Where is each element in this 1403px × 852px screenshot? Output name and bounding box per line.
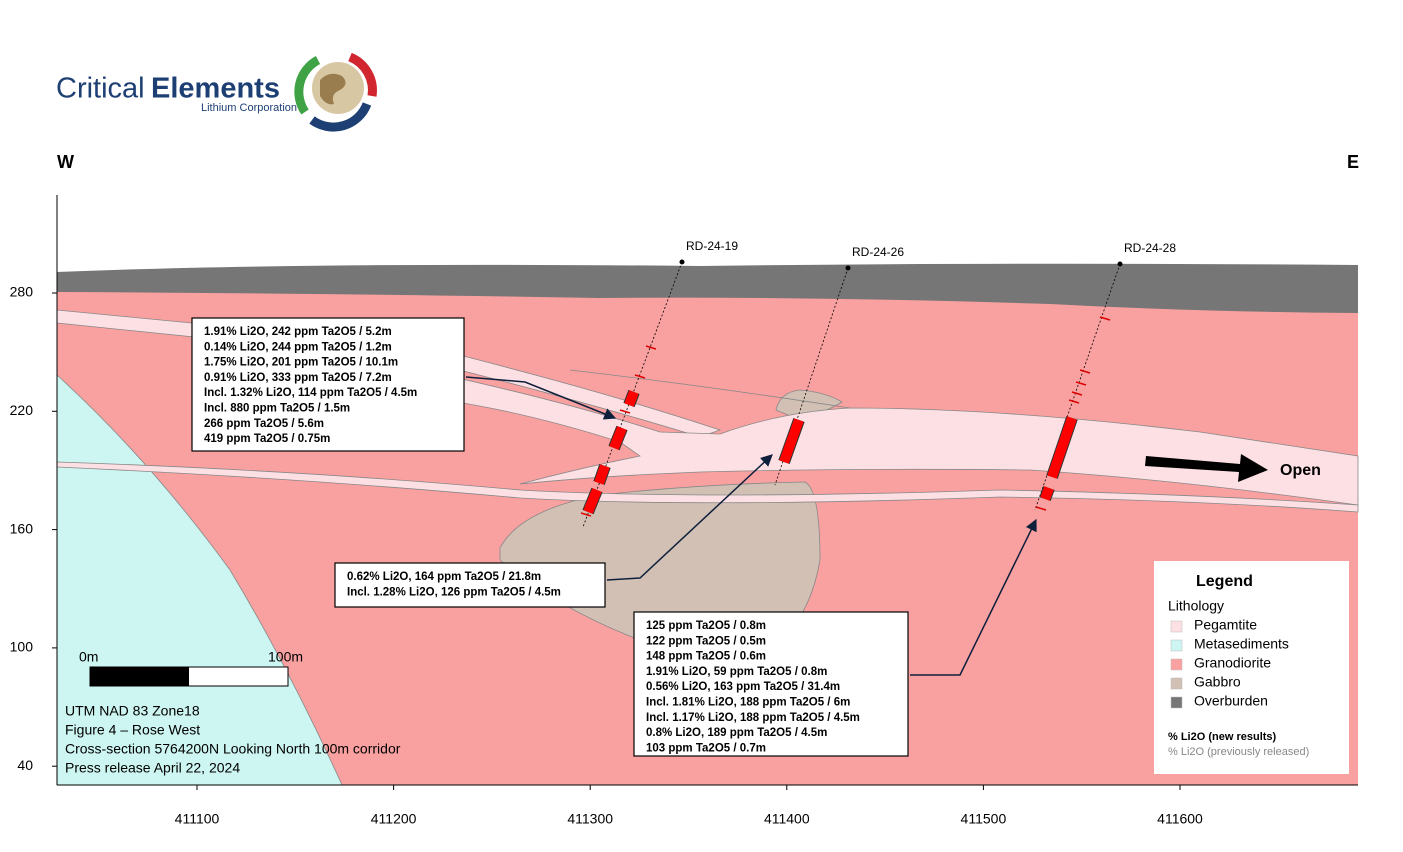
callout-arrows <box>465 376 1037 676</box>
intercepts <box>580 316 1111 517</box>
legend-new: % Li2O (new results) <box>1168 731 1277 743</box>
open-label: Open <box>1280 462 1321 479</box>
legend-swatch <box>1170 658 1183 671</box>
info-line: Press release April 22, 2024 <box>65 760 240 776</box>
legend-title: Legend <box>1196 573 1253 590</box>
legend-swatch <box>1170 696 1183 709</box>
east-label: E <box>1347 152 1359 172</box>
y-tick-label: 220 <box>10 402 34 418</box>
callout-line: 1.91% Li2O, 59 ppm Ta2O5 / 0.8m <box>646 666 827 678</box>
logo-sub: Lithium Corporation <box>201 102 297 114</box>
info-line: UTM NAD 83 Zone18 <box>65 703 200 719</box>
legend-label: Granodiorite <box>1194 655 1271 671</box>
callout-line: Incl. 1.17% Li2O, 188 ppm Ta2O5 / 4.5m <box>646 712 860 724</box>
legend-swatch <box>1170 677 1183 690</box>
x-tick-label: 411200 <box>371 811 417 827</box>
callout-box <box>334 562 606 608</box>
callout-line: 0.56% Li2O, 163 ppm Ta2O5 / 31.4m <box>646 681 840 693</box>
legend-label: Overburden <box>1194 693 1268 709</box>
callout-line: 0.8% Li2O, 189 ppm Ta2O5 / 4.5m <box>646 727 827 739</box>
logo-bold: Elements <box>151 73 280 105</box>
scale-end: 100m <box>268 649 303 665</box>
callout-line: 122 ppm Ta2O5 / 0.5m <box>646 635 766 647</box>
logo: Critical Elements Lithium Corporation <box>56 52 377 132</box>
drill-hole-label: RD-24-28 <box>1124 241 1176 255</box>
y-tick-label: 160 <box>10 520 34 536</box>
legend-label: Gabbro <box>1194 674 1241 690</box>
y-tick-label: 100 <box>10 639 34 655</box>
legend-subtitle: Lithology <box>1168 598 1224 614</box>
x-tick-label: 411600 <box>1157 811 1203 827</box>
callout-line: 103 ppm Ta2O5 / 0.7m <box>646 742 766 754</box>
y-tick-label: 40 <box>17 757 33 773</box>
callout-line: 419 ppm Ta2O5 / 0.75m <box>204 433 330 445</box>
drill-hole-label: RD-24-26 <box>852 245 904 259</box>
info-line: Cross-section 5764200N Looking North 100… <box>65 741 401 757</box>
legend-previous: % Li2O (previously released) <box>1168 746 1309 758</box>
legend-label: Pegamtite <box>1194 617 1257 633</box>
info-line: Figure 4 – Rose West <box>65 722 200 738</box>
callout-line: 0.91% Li2O, 333 ppm Ta2O5 / 7.2m <box>204 372 392 384</box>
callout-line: 0.62% Li2O, 164 ppm Ta2O5 / 21.8m <box>347 571 541 583</box>
callout: 125 ppm Ta2O5 / 0.8m 122 ppm Ta2O5 / 0.5m… <box>633 611 909 757</box>
x-tick-label: 411400 <box>764 811 810 827</box>
callout-line: Incl. 1.81% Li2O, 188 ppm Ta2O5 / 6m <box>646 697 850 709</box>
callout-box <box>633 611 909 757</box>
drill-hole-label: RD-24-19 <box>686 239 738 253</box>
x-tick-label: 411300 <box>567 811 613 827</box>
west-label: W <box>57 152 74 172</box>
callout-line: 1.91% Li2O, 242 ppm Ta2O5 / 5.2m <box>204 326 392 338</box>
callout-line: 0.14% Li2O, 244 ppm Ta2O5 / 1.2m <box>204 341 392 353</box>
legend-swatch <box>1170 620 1183 633</box>
callout-line: 125 ppm Ta2O5 / 0.8m <box>646 620 766 632</box>
legend-swatch <box>1170 639 1183 652</box>
callout: 1.91% Li2O, 242 ppm Ta2O5 / 5.2m 0.14% Li… <box>191 317 465 452</box>
callout-line: Incl. 1.28% Li2O, 126 ppm Ta2O5 / 4.5m <box>347 586 561 598</box>
legend: Legend Lithology Pegamtite Metasediments G… <box>1154 561 1349 774</box>
x-tick-label: 411100 <box>175 811 220 827</box>
open-arrow <box>1145 454 1268 482</box>
x-tick-label: 411500 <box>961 811 1007 827</box>
callout: 0.62% Li2O, 164 ppm Ta2O5 / 21.8m Incl. 1… <box>334 562 606 608</box>
callout-line: Incl. 1.32% Li2O, 114 ppm Ta2O5 / 4.5m <box>204 387 417 399</box>
scale-start: 0m <box>79 649 98 665</box>
legend-label: Metasediments <box>1194 636 1289 652</box>
logo-light: Critical <box>56 73 145 105</box>
scale-bar: 0m 100m <box>79 649 303 687</box>
callout-line: 266 ppm Ta2O5 / 5.6m <box>204 418 324 430</box>
callout-line: Incl. 880 ppm Ta2O5 / 1.5m <box>204 403 350 415</box>
geology <box>56 263 1359 786</box>
y-tick-label: 280 <box>10 284 34 300</box>
callout-line: 1.75% Li2O, 201 ppm Ta2O5 / 10.1m <box>204 357 398 369</box>
callout-line: 148 ppm Ta2O5 / 0.6m <box>646 651 766 663</box>
callout-box <box>191 317 465 452</box>
